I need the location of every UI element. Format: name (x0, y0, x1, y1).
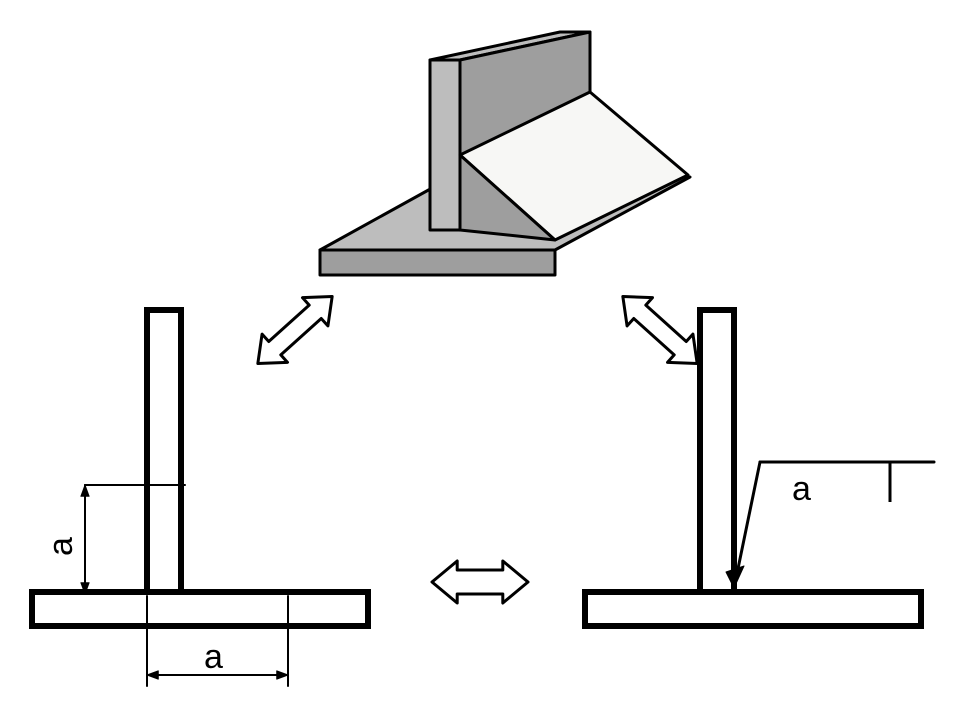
dim-label-a-horizontal: a (204, 638, 223, 676)
dim-label-a-vertical: a (42, 537, 80, 556)
weld-symbol-label-a: a (792, 470, 811, 508)
